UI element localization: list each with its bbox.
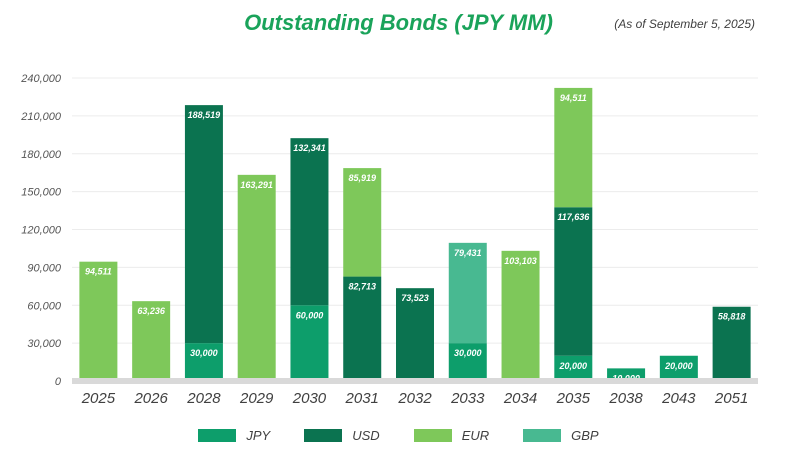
y-tick-label: 0 (55, 376, 62, 388)
data-label: 20,000 (559, 361, 588, 371)
y-tick-label: 180,000 (21, 149, 62, 161)
data-label: 60,000 (296, 310, 324, 320)
data-label: 73,523 (401, 293, 429, 303)
x-tick-label: 2029 (239, 390, 274, 407)
y-tick-label: 240,000 (20, 73, 62, 85)
y-tick-label: 210,000 (20, 111, 62, 123)
bar-usd-2031 (343, 276, 382, 381)
chart-title: Outstanding Bonds (JPY MM) (244, 10, 553, 35)
bar-eur-2034 (501, 250, 540, 381)
bar-gbp-2033 (448, 242, 487, 344)
legend-label: JPY (246, 428, 271, 443)
legend-swatch (523, 429, 562, 442)
bar-eur-2026 (132, 301, 171, 381)
data-label: 163,291 (240, 180, 273, 190)
x-tick-label: 2034 (503, 390, 537, 407)
y-tick-label: 120,000 (21, 225, 62, 237)
data-label: 63,236 (137, 306, 166, 316)
bar-eur-2029 (237, 174, 276, 381)
data-label: 188,519 (188, 110, 221, 120)
bar-jpy-2038 (607, 368, 646, 381)
data-label: 58,818 (718, 312, 746, 322)
legend-item-eur: EUR (413, 428, 490, 443)
x-tick-label: 2043 (661, 390, 696, 407)
data-label: 85,919 (348, 173, 376, 183)
bar-eur-2031 (343, 168, 382, 277)
data-label: 117,636 (557, 212, 590, 222)
bar-jpy-2033 (448, 343, 487, 381)
bar-usd-2032 (396, 288, 434, 381)
bar-jpy-2043 (659, 355, 698, 381)
x-tick-label: 2033 (450, 390, 485, 407)
x-tick-label: 2035 (556, 390, 591, 407)
bar-usd-2028 (184, 105, 223, 344)
data-label: 30,000 (190, 348, 218, 358)
y-tick-label: 150,000 (21, 187, 62, 199)
data-label: 94,511 (85, 267, 112, 277)
y-tick-label: 90,000 (27, 262, 62, 274)
legend-item-usd: USD (304, 428, 380, 443)
bar-chart: 0 30,000 60,000 90,000 120,000 150,000 180,000… (20, 73, 758, 407)
legend-label: EUR (461, 428, 490, 443)
y-tick-label: 60,000 (27, 300, 62, 312)
legend-item-gbp: GBP (523, 428, 599, 443)
x-tick-label: 2032 (397, 390, 432, 407)
bar-usd-2035 (554, 207, 593, 356)
bar-jpy-2035 (554, 355, 593, 381)
data-label: 82,713 (348, 282, 376, 292)
bar-jpy-2028 (184, 343, 223, 381)
data-label: 103,103 (504, 256, 537, 266)
x-tick-label: 2026 (133, 390, 168, 407)
x-tick-label: 2028 (186, 390, 221, 407)
data-label: 132,341 (293, 143, 326, 153)
x-axis-line (72, 378, 758, 384)
legend-label: GBP (571, 428, 599, 443)
legend-label: USD (352, 428, 380, 443)
bar-usd-2051 (712, 306, 751, 381)
data-label: 30,000 (454, 348, 482, 358)
x-tick-label: 2051 (714, 390, 748, 407)
bar-eur-2025 (79, 261, 118, 381)
x-tick-label: 2038 (608, 390, 643, 407)
x-tick-label: 2025 (81, 390, 116, 407)
chart-subtitle: (As of September 5, 2025) (614, 17, 755, 31)
legend-swatch (304, 429, 343, 442)
x-tick-label: 2030 (292, 390, 327, 407)
bar-eur-2035 (554, 87, 593, 208)
legend-swatch (413, 429, 452, 442)
data-label: 94,511 (560, 93, 587, 103)
data-label: 20,000 (664, 361, 693, 371)
y-tick-label: 30,000 (27, 338, 62, 350)
legend: JPY USD EUR GBP (0, 428, 797, 443)
x-tick-label: 2031 (345, 390, 379, 407)
bar-usd-2030 (290, 138, 329, 306)
legend-swatch (198, 429, 237, 442)
bar-jpy-2030 (290, 305, 329, 381)
data-label: 79,431 (454, 248, 482, 258)
legend-item-jpy: JPY (198, 428, 270, 443)
